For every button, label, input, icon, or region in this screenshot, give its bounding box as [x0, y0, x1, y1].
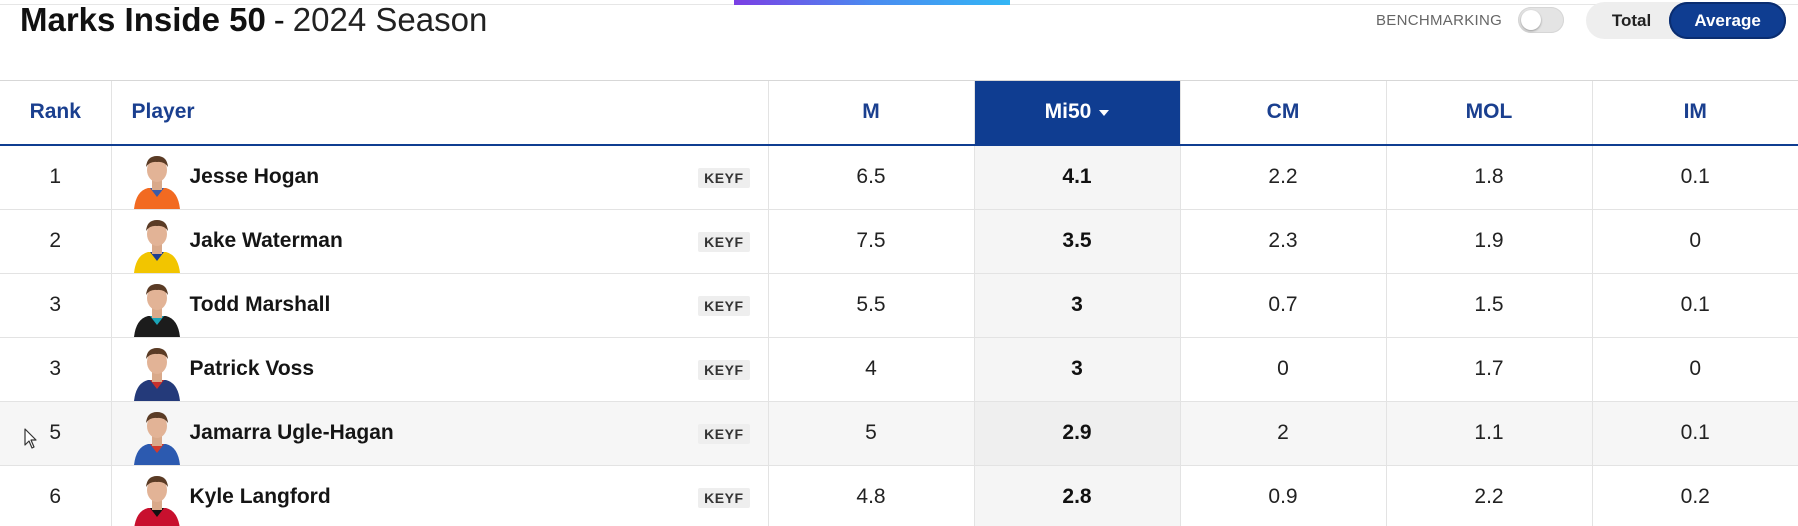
m-cell: 5.5 — [767, 273, 974, 338]
player-avatar[interactable] — [132, 471, 182, 526]
mol-cell: 1.1 — [1385, 401, 1592, 466]
column-header-mi50-label: Mi50 — [1044, 100, 1092, 124]
mol-cell: 1.9 — [1385, 209, 1592, 274]
position-badge: KEYF — [698, 167, 750, 188]
position-badge: KEYF — [698, 359, 750, 380]
player-cell: Patrick Voss KEYF — [110, 337, 768, 402]
mi50-cell: 2.8 — [973, 465, 1180, 526]
toggle-knob — [1521, 10, 1542, 30]
mi50-cell: 2.9 — [973, 401, 1180, 466]
rank-cell: 1 — [0, 144, 111, 210]
player-avatar[interactable] — [132, 407, 182, 465]
table-row[interactable]: 5 Jamarra Ugle-Hagan KEYF 5 2.9 2 1.1 0.1 — [0, 401, 1798, 466]
player-info: Kyle Langford KEYF — [112, 466, 768, 526]
m-cell: 5 — [767, 401, 974, 466]
player-name[interactable]: Patrick Voss — [189, 357, 315, 380]
im-cell: 0 — [1591, 337, 1798, 402]
benchmarking-control: BENCHMARKING — [1376, 7, 1565, 33]
column-header-im[interactable]: IM — [1591, 80, 1798, 146]
player-info: Patrick Voss KEYF — [112, 338, 768, 401]
player-avatar[interactable] — [132, 279, 182, 337]
mol-cell: 1.5 — [1385, 273, 1592, 338]
table-row[interactable]: 6 Kyle Langford KEYF 4.8 2.8 0.9 2.2 0.2 — [0, 465, 1798, 526]
mol-cell: 1.8 — [1385, 144, 1592, 210]
rank-cell: 2 — [0, 209, 111, 274]
mi50-cell: 4.1 — [973, 144, 1180, 210]
rank-cell: 3 — [0, 337, 111, 402]
table-row[interactable]: 2 Jake Waterman KEYF 7.5 3.5 2.3 1.9 0 — [0, 209, 1798, 274]
player-name[interactable]: Jesse Hogan — [189, 165, 320, 188]
player-avatar[interactable] — [132, 343, 182, 401]
im-cell: 0.1 — [1591, 273, 1798, 338]
title-separator: - — [273, 1, 285, 38]
mi50-cell: 3.5 — [973, 209, 1180, 274]
column-header-mi50[interactable]: Mi50 — [973, 80, 1180, 146]
rank-cell: 5 — [0, 401, 111, 466]
position-badge: KEYF — [698, 423, 750, 444]
column-header-mol[interactable]: MOL — [1385, 80, 1592, 146]
benchmarking-label: BENCHMARKING — [1376, 11, 1503, 29]
player-info: Jesse Hogan KEYF — [112, 146, 768, 209]
position-badge: KEYF — [698, 295, 750, 316]
m-cell: 6.5 — [767, 144, 974, 210]
cm-cell: 2 — [1179, 401, 1386, 466]
m-cell: 4 — [767, 337, 974, 402]
column-header-m[interactable]: M — [767, 80, 974, 146]
total-button[interactable]: Total — [1611, 10, 1652, 30]
player-avatar[interactable] — [132, 151, 182, 209]
benchmarking-toggle[interactable] — [1518, 7, 1565, 33]
title-season: 2024 Season — [292, 1, 488, 38]
im-cell: 0.2 — [1591, 465, 1798, 526]
cm-cell: 0.9 — [1179, 465, 1386, 526]
player-avatar[interactable] — [132, 215, 182, 273]
stats-table: Rank Player M Mi50 CM MOL IM 1 Jesse Hoga… — [0, 80, 1798, 526]
player-cell: Todd Marshall KEYF — [110, 273, 768, 338]
position-badge: KEYF — [698, 487, 750, 508]
table-body: 1 Jesse Hogan KEYF 6.5 4.1 2.2 1.8 0.1 2 Jake Wat… — [0, 144, 1798, 526]
table-row[interactable]: 3 Todd Marshall KEYF 5.5 3 0.7 1.5 0.1 — [0, 273, 1798, 338]
page-title: Marks Inside 50-2024 Season — [20, 0, 487, 40]
im-cell: 0 — [1591, 209, 1798, 274]
cm-cell: 0 — [1179, 337, 1386, 402]
player-name[interactable]: Todd Marshall — [189, 293, 331, 316]
column-header-player[interactable]: Player — [110, 80, 768, 146]
position-badge: KEYF — [698, 231, 750, 252]
mi50-cell: 3 — [973, 337, 1180, 402]
m-cell: 4.8 — [767, 465, 974, 526]
player-info: Jake Waterman KEYF — [112, 210, 768, 273]
player-cell: Jake Waterman KEYF — [110, 209, 768, 274]
page-header: Marks Inside 50-2024 Season BENCHMARKING… — [0, 0, 1798, 80]
mi50-cell: 3 — [973, 273, 1180, 338]
im-cell: 0.1 — [1591, 144, 1798, 210]
top-accent-bar — [734, 0, 1010, 5]
rank-cell: 3 — [0, 273, 111, 338]
mol-cell: 1.7 — [1385, 337, 1592, 402]
cm-cell: 2.3 — [1179, 209, 1386, 274]
table-row[interactable]: 3 Patrick Voss KEYF 4 3 0 1.7 0 — [0, 337, 1798, 402]
mol-cell: 2.2 — [1385, 465, 1592, 526]
rank-cell: 6 — [0, 465, 111, 526]
average-button[interactable]: Average — [1669, 2, 1786, 39]
table-header-row: Rank Player M Mi50 CM MOL IM — [0, 80, 1798, 146]
m-cell: 7.5 — [767, 209, 974, 274]
player-info: Todd Marshall KEYF — [112, 274, 768, 337]
player-name[interactable]: Jamarra Ugle-Hagan — [189, 421, 394, 444]
player-name[interactable]: Jake Waterman — [189, 229, 343, 252]
player-cell: Kyle Langford KEYF — [110, 465, 768, 526]
total-average-switch: Total Average — [1586, 2, 1786, 39]
column-header-rank[interactable]: Rank — [0, 80, 111, 146]
column-header-cm[interactable]: CM — [1179, 80, 1386, 146]
title-main: Marks Inside 50 — [20, 1, 266, 38]
cm-cell: 0.7 — [1179, 273, 1386, 338]
sort-desc-icon — [1099, 109, 1110, 116]
player-name[interactable]: Kyle Langford — [189, 485, 331, 508]
player-info: Jamarra Ugle-Hagan KEYF — [112, 402, 768, 465]
cm-cell: 2.2 — [1179, 144, 1386, 210]
player-cell: Jamarra Ugle-Hagan KEYF — [110, 401, 768, 466]
mouse-cursor-icon — [24, 428, 37, 449]
player-cell: Jesse Hogan KEYF — [110, 144, 768, 210]
im-cell: 0.1 — [1591, 401, 1798, 466]
table-row[interactable]: 1 Jesse Hogan KEYF 6.5 4.1 2.2 1.8 0.1 — [0, 144, 1798, 210]
